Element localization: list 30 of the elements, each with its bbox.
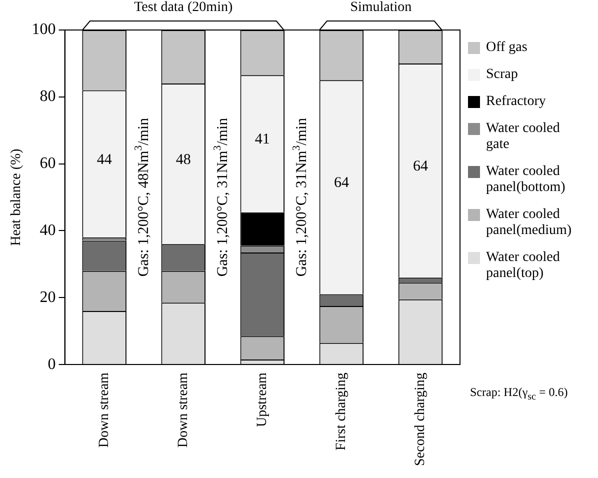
y-tick-label: 40	[40, 222, 56, 239]
text: Scrap: H2(γ$_{sc}$ = 0.6)	[470, 385, 568, 402]
data-label: 64	[334, 175, 350, 192]
annotation: Gas: 1,200°C, 48Nm3/min	[133, 117, 152, 277]
legend-label: Off gas	[486, 40, 528, 56]
x-tick-label: Down stream	[176, 372, 192, 448]
x-tick-label: Down stream	[96, 372, 112, 448]
legend-label: Scrap	[486, 67, 518, 83]
annotation: Gas: 1,200°C, 31Nm3/min	[212, 117, 231, 277]
annotation: Gas: 1,200°C, 31Nm3/min	[291, 117, 310, 277]
y-axis-title: Heat balance (%)	[9, 148, 24, 246]
y-tick-label: 80	[40, 88, 56, 106]
x-tick-label: Second charging	[413, 372, 428, 466]
y-tick-label: 60	[40, 155, 56, 172]
x-tick-label: First charging	[334, 372, 350, 450]
y-tick-label: 100	[32, 21, 56, 38]
data-label: 48	[176, 152, 191, 168]
x-tick-label: Upstream	[255, 372, 270, 427]
data-label: 64	[412, 158, 428, 174]
legend-label: Water cooled panel(bottom)	[486, 164, 566, 196]
y-tick-label: 20	[40, 288, 56, 306]
text: Test data (20min)	[133, 0, 234, 16]
data-label: 44	[96, 152, 112, 168]
legend-label: Water cooled panel(medium)	[486, 207, 573, 239]
text: Simulation	[349, 0, 413, 16]
legend-label: Refractory	[486, 94, 546, 110]
legend-label: Water cooled gate	[486, 121, 561, 153]
data-label: 41	[254, 132, 270, 148]
y-tick-label: 0	[48, 356, 56, 373]
legend-label: Water cooled panel(top)	[486, 250, 561, 282]
